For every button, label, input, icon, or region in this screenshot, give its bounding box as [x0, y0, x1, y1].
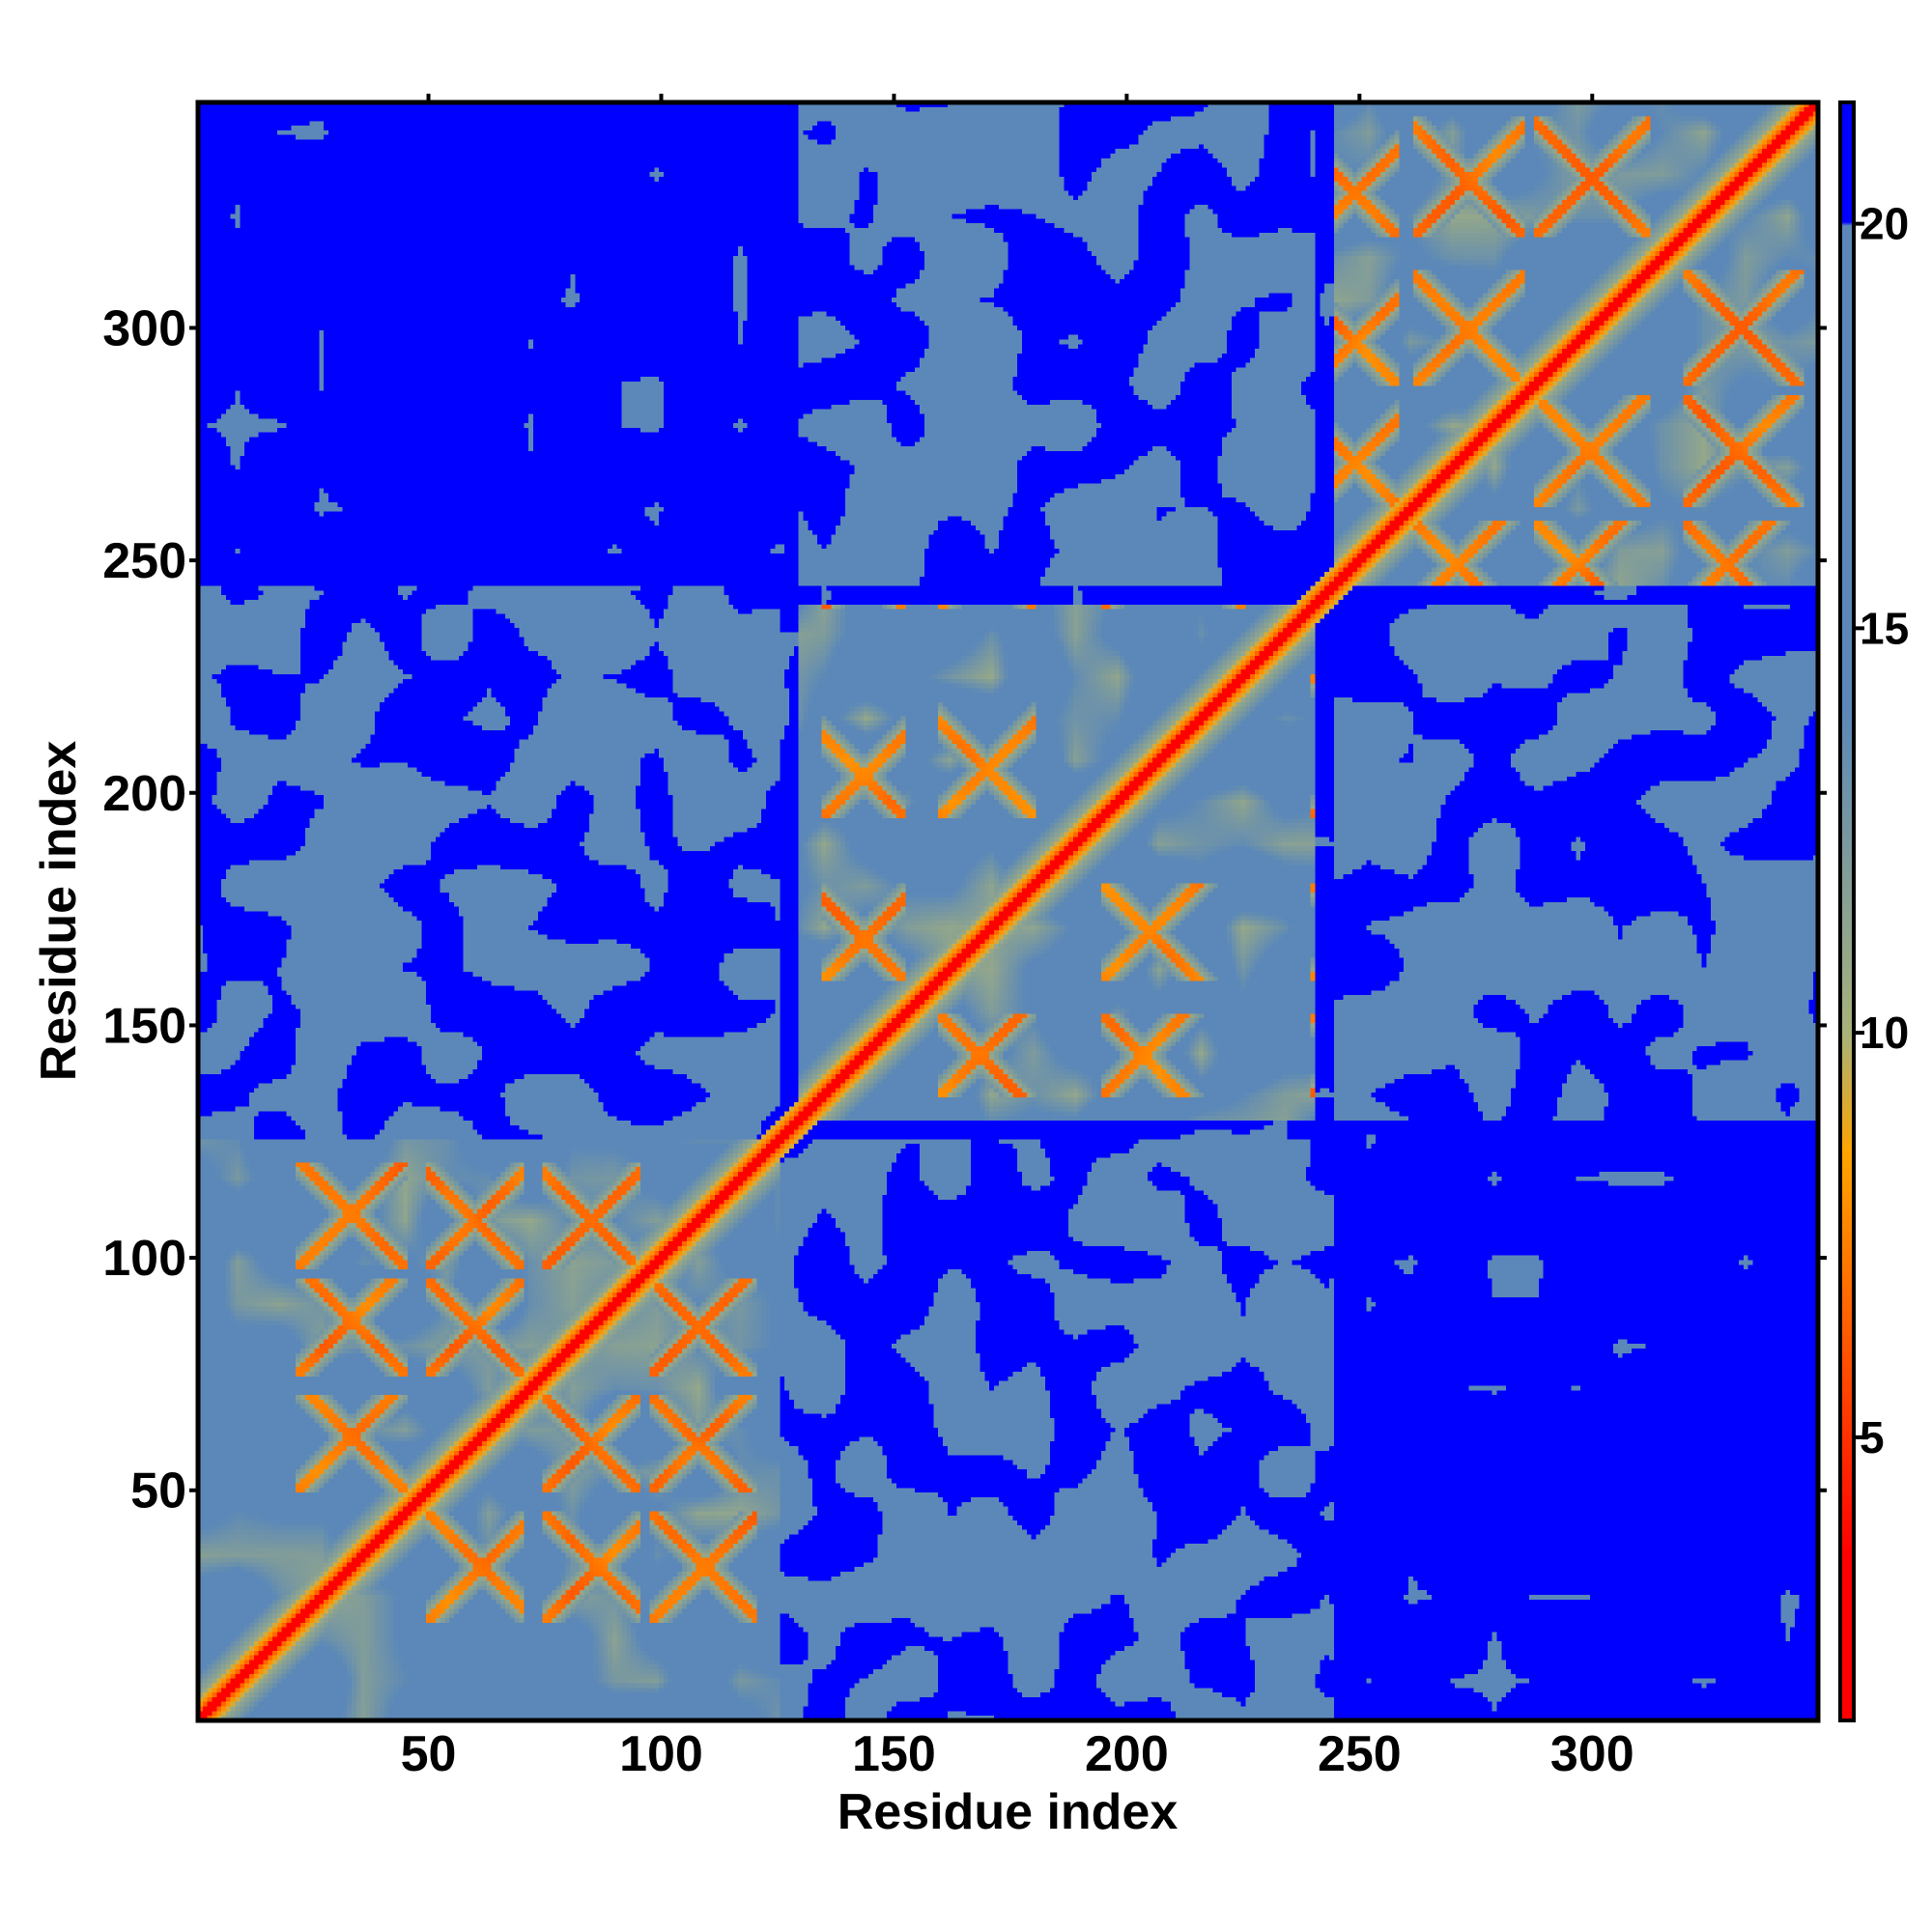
colorbar-tick-label: 20 [1860, 199, 1909, 249]
x-axis: 50 100 150 200 250 300 [401, 94, 1634, 1782]
x-tick-label: 50 [401, 1726, 457, 1782]
x-tick-label: 250 [1318, 1726, 1402, 1782]
y-axis: 50 100 150 200 250 300 [102, 300, 1827, 1520]
x-tick-label: 150 [852, 1726, 936, 1782]
colorbar-axis: 5 10 15 20 [1854, 199, 1909, 1463]
x-tick-label: 100 [619, 1726, 703, 1782]
y-tick-label: 250 [102, 533, 186, 589]
y-tick-label: 300 [102, 300, 186, 356]
y-axis-title: Residue index [31, 741, 87, 1082]
y-tick-label: 150 [102, 998, 186, 1054]
x-axis-title: Residue index [838, 1784, 1179, 1840]
x-tick-label: 300 [1550, 1726, 1634, 1782]
colorbar-tick-label: 10 [1860, 1008, 1909, 1058]
colorbar-gradient [1840, 102, 1854, 1720]
distance-heatmap [198, 102, 1818, 1720]
y-tick-label: 100 [102, 1231, 186, 1287]
y-tick-label: 50 [130, 1463, 186, 1520]
x-tick-label: 200 [1085, 1726, 1169, 1782]
colorbar-tick-label: 15 [1860, 603, 1909, 653]
colorbar-tick-label: 5 [1860, 1412, 1885, 1463]
colorbar-frame [1838, 100, 1856, 1722]
y-tick-label: 200 [102, 766, 186, 822]
plot-frame [195, 99, 1821, 1723]
